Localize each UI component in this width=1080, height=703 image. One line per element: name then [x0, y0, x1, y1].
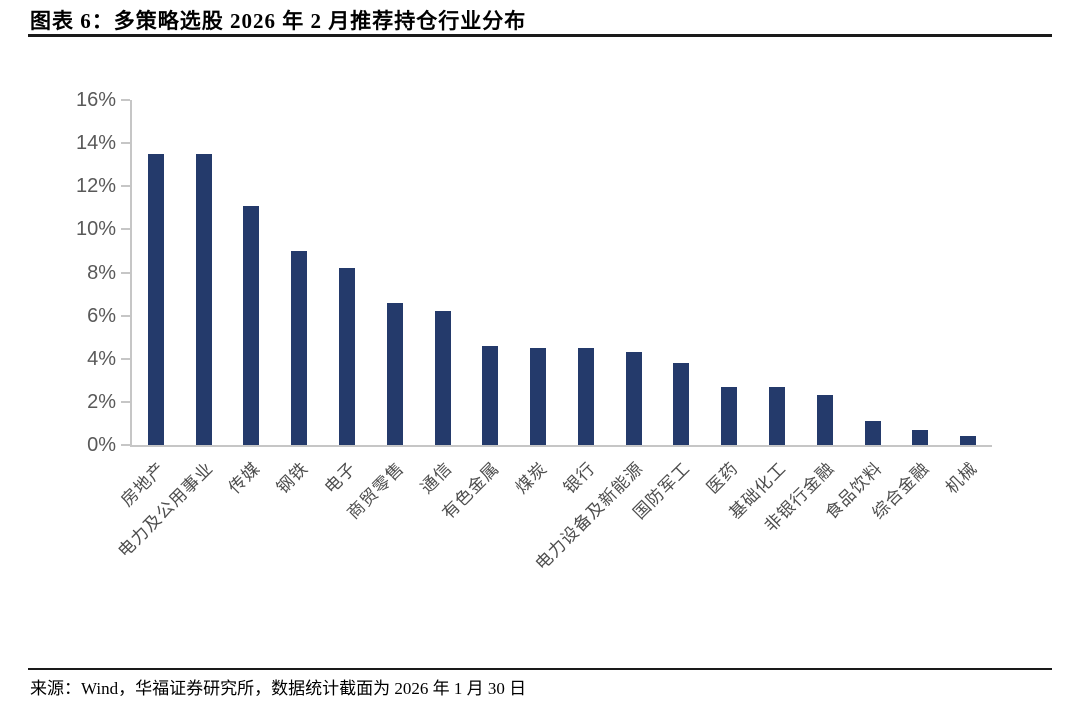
- footer-divider: [28, 668, 1052, 670]
- plot-area: 0% 2% 4% 6% 8% 10% 12% 14% 16%: [76, 89, 992, 456]
- y-axis-tick-label: 4%: [87, 347, 116, 370]
- bar: [147, 154, 164, 445]
- y-axis-tick: [121, 142, 130, 145]
- bar: [960, 436, 977, 445]
- source-note: 来源：Wind，华福证券研究所，数据统计截面为 2026 年 1 月 30 日: [30, 679, 527, 698]
- x-axis-label: 钢铁: [273, 458, 313, 498]
- bar: [195, 154, 212, 445]
- bar: [577, 348, 594, 445]
- y-axis-tick-label: 0%: [87, 434, 116, 456]
- x-axis-label: 传媒: [225, 458, 265, 498]
- y-axis-tick: [121, 228, 130, 231]
- bar-chart: 0% 2% 4% 6% 8% 10% 12% 14% 16% 房地产 电力及公用事业 传媒 钢铁 电子商…: [76, 89, 992, 574]
- bar: [386, 303, 403, 445]
- y-axis-tick-label: 8%: [87, 261, 116, 284]
- title-divider: [28, 34, 1052, 37]
- x-axis-label: 机械: [942, 458, 982, 498]
- y-axis-tick-label: 16%: [75, 89, 116, 111]
- bar: [482, 346, 499, 445]
- bar: [721, 387, 738, 445]
- y-axis-tick: [121, 271, 130, 274]
- figure-title: 图表 6：多策略选股 2026 年 2 月推荐持仓行业分布: [30, 9, 527, 33]
- x-axis-label: 煤炭: [512, 458, 552, 498]
- y-axis-tick: [121, 185, 130, 188]
- bar: [243, 206, 260, 445]
- bar: [434, 311, 451, 445]
- y-axis-tick: [121, 99, 130, 101]
- bar: [291, 251, 308, 445]
- y-axis-tick: [121, 444, 130, 446]
- bar: [673, 363, 690, 445]
- y-axis-tick: [121, 357, 130, 360]
- y-axis-tick-label: 14%: [75, 132, 116, 155]
- bar: [769, 387, 785, 445]
- y-axis-tick: [121, 314, 130, 317]
- y-axis-tick-label: 2%: [87, 390, 116, 413]
- y-axis-tick-label: 6%: [87, 304, 116, 327]
- bar: [625, 352, 642, 445]
- y-axis-tick-label: 10%: [75, 218, 116, 241]
- bar: [530, 348, 547, 445]
- bar: [912, 430, 929, 445]
- bar: [864, 421, 881, 445]
- y-axis-tick: [121, 400, 130, 403]
- bar: [339, 268, 355, 445]
- bar: [816, 395, 833, 445]
- y-axis-tick-label: 12%: [75, 175, 116, 198]
